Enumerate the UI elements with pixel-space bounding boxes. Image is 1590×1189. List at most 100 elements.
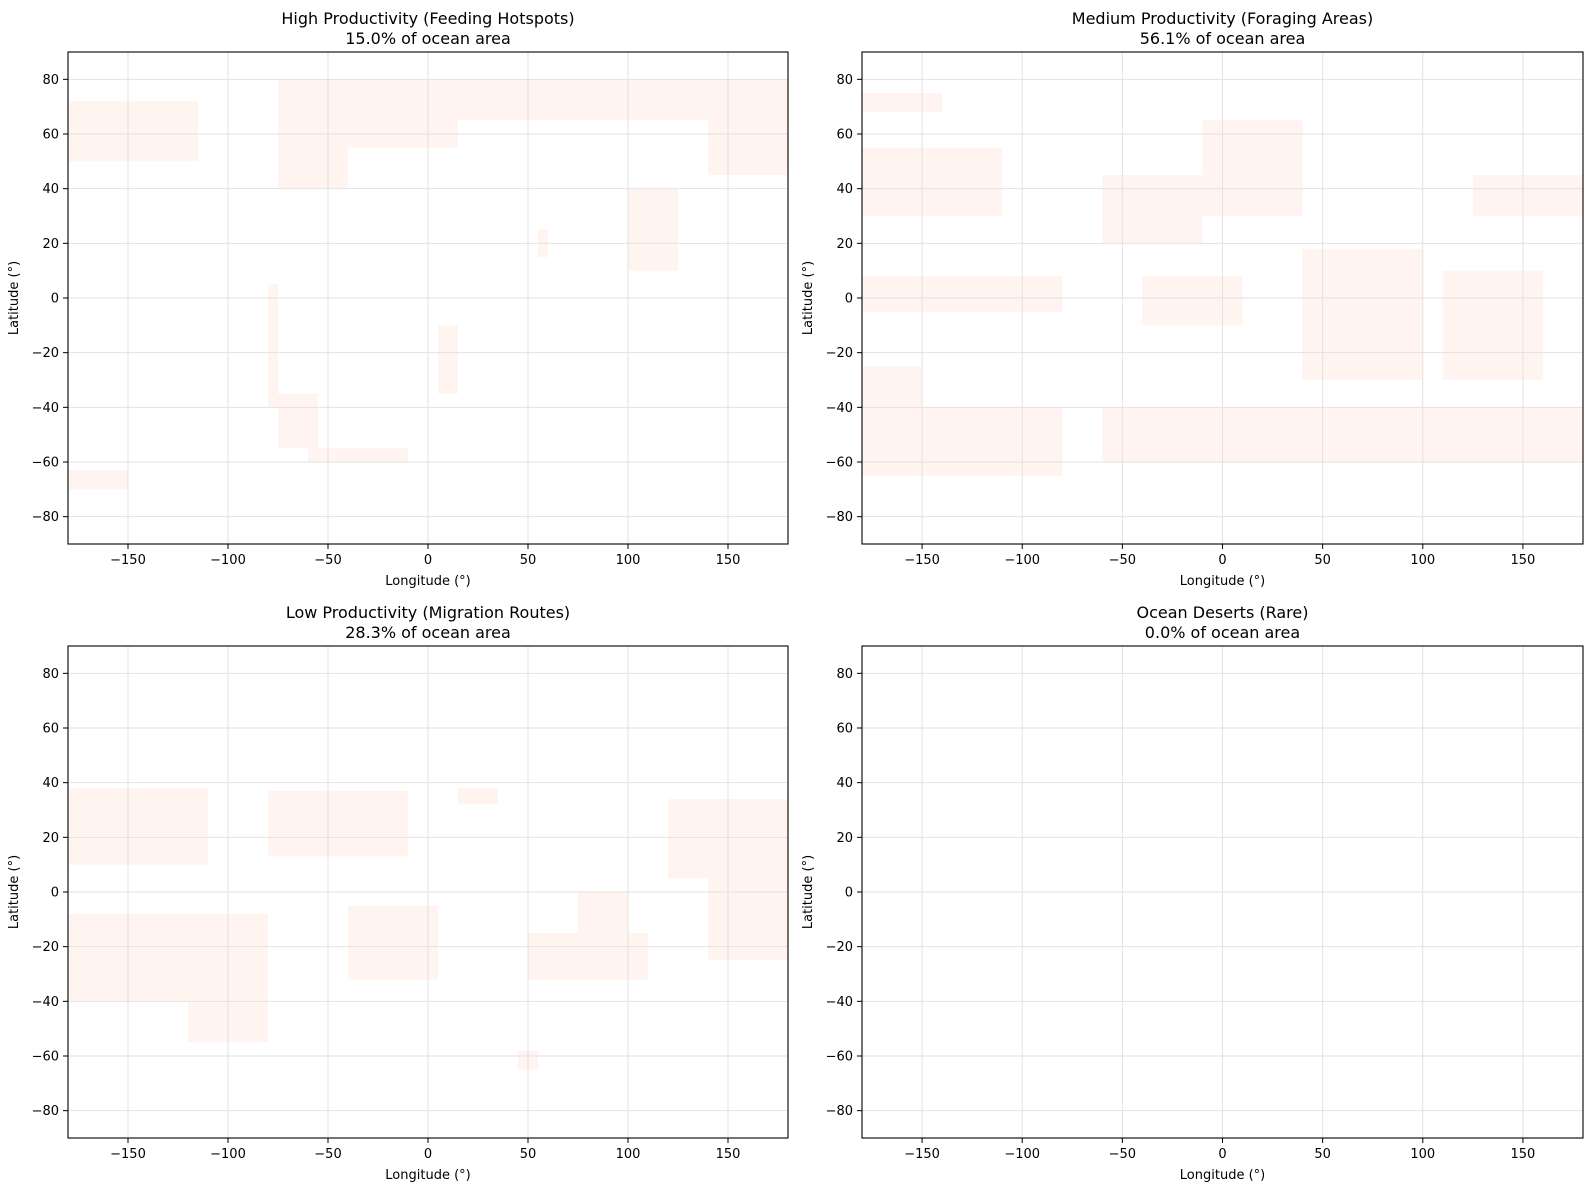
productivity-region (268, 284, 278, 408)
y-tick-label: −60 (32, 456, 59, 471)
x-tick-label: 0 (1218, 1147, 1226, 1162)
panel-subtitle: 56.1% of ocean area (1140, 29, 1306, 48)
y-tick-label: 60 (836, 128, 853, 143)
y-tick-label: 80 (836, 667, 853, 682)
y-axis-label: Latitude (°) (7, 855, 22, 929)
panel-title: High Productivity (Feeding Hotspots) (281, 9, 574, 28)
x-tick-label: 0 (424, 553, 432, 568)
panel-title: Medium Productivity (Foraging Areas) (1072, 9, 1373, 28)
y-tick-label: 40 (836, 182, 853, 197)
panel-title: Low Productivity (Migration Routes) (286, 603, 570, 622)
y-tick-label: −40 (32, 401, 59, 416)
y-tick-label: 40 (42, 182, 59, 197)
y-tick-label: −20 (826, 346, 853, 361)
x-tick-label: 150 (1511, 1147, 1536, 1162)
y-tick-label: −20 (826, 940, 853, 955)
x-tick-label: −100 (210, 553, 246, 568)
productivity-region (68, 470, 128, 490)
y-axis-label: Latitude (°) (7, 261, 22, 335)
y-tick-label: 40 (836, 776, 853, 791)
x-tick-label: −100 (210, 1147, 246, 1162)
y-tick-label: −20 (32, 940, 59, 955)
productivity-region (268, 790, 408, 857)
panel-ocean-deserts: −150 −100 −50 0 50 100 150 −80 −60 −40 −20 0 20 40 60 8… (801, 603, 1584, 1183)
productivity-region (862, 93, 943, 113)
y-tick-label: 60 (42, 128, 59, 143)
y-tick-label: 0 (845, 292, 853, 307)
y-tick-label: 0 (51, 886, 59, 901)
productivity-region (458, 788, 498, 805)
x-tick-label: −150 (904, 553, 940, 568)
y-tick-label: −80 (826, 510, 853, 525)
y-axis-label: Latitude (°) (801, 855, 816, 929)
y-tick-label: −40 (32, 995, 59, 1010)
productivity-region (708, 120, 788, 175)
productivity-region (708, 878, 788, 961)
x-tick-label: −50 (314, 553, 341, 568)
x-tick-label: −50 (314, 1147, 341, 1162)
plot-area: −150 −100 −50 0 50 100 150 −80 −60 −40 −20 0 20 40 60 8… (826, 645, 1584, 1162)
productivity-region (628, 188, 678, 271)
productivity-region (528, 933, 648, 980)
panel-high-productivity: −150 −100 −50 0 50 100 150 −80 −60 −40 −20 0 20 40 60 8… (7, 9, 789, 589)
y-tick-label: 0 (51, 292, 59, 307)
productivity-region (278, 393, 318, 449)
x-tick-label: −50 (1109, 553, 1136, 568)
y-tick-label: 60 (836, 722, 853, 737)
panel-subtitle: 28.3% of ocean area (345, 623, 511, 642)
productivity-region (68, 788, 208, 865)
x-tick-label: 150 (1511, 553, 1536, 568)
x-tick-label: 50 (520, 1147, 537, 1162)
y-tick-label: −80 (32, 1104, 59, 1119)
productivity-region (1202, 120, 1303, 216)
productivity-region (862, 147, 1003, 216)
y-tick-label: 20 (836, 237, 853, 252)
productivity-region (1142, 276, 1243, 326)
y-tick-label: 80 (42, 667, 59, 682)
x-tick-label: 100 (616, 553, 641, 568)
x-tick-label: 100 (1410, 1147, 1435, 1162)
productivity-region (1102, 407, 1583, 462)
plot-area: −150 −100 −50 0 50 100 150 −80 −60 −40 −20 0 20 40 60 8… (32, 645, 789, 1162)
productivity-region (1302, 248, 1423, 380)
x-tick-label: −150 (904, 1147, 940, 1162)
productivity-region (68, 101, 198, 162)
productivity-region (1472, 175, 1583, 216)
y-tick-label: −60 (32, 1050, 59, 1065)
productivity-region (1102, 175, 1203, 244)
y-axis-label: Latitude (°) (801, 261, 816, 335)
y-tick-label: −40 (826, 995, 853, 1010)
x-tick-label: 150 (716, 553, 741, 568)
x-tick-label: 100 (1410, 553, 1435, 568)
y-tick-label: 20 (42, 831, 59, 846)
y-tick-label: 80 (836, 73, 853, 88)
y-tick-label: 20 (42, 237, 59, 252)
productivity-region (308, 448, 408, 462)
x-tick-label: 100 (616, 1147, 641, 1162)
x-axis-label: Longitude (°) (1180, 574, 1265, 589)
y-tick-label: 60 (42, 722, 59, 737)
plot-area: −150 −100 −50 0 50 100 150 −80 −60 −40 −20 0 20 40 60 8… (826, 51, 1584, 568)
x-tick-label: −150 (110, 1147, 146, 1162)
x-tick-label: −150 (110, 553, 146, 568)
productivity-region (438, 325, 458, 394)
y-tick-label: 40 (42, 776, 59, 791)
y-tick-label: −20 (32, 346, 59, 361)
panel-medium-productivity: −150 −100 −50 0 50 100 150 −80 −60 −40 −20 0 20 40 60 8… (801, 9, 1584, 589)
productivity-region (1442, 270, 1543, 380)
productivity-region (68, 913, 268, 1002)
panel-subtitle: 0.0% of ocean area (1145, 623, 1300, 642)
y-tick-label: −80 (826, 1104, 853, 1119)
y-tick-label: 80 (42, 73, 59, 88)
productivity-region (348, 905, 438, 980)
panel-subtitle: 15.0% of ocean area (345, 29, 511, 48)
x-axis-label: Longitude (°) (385, 574, 470, 589)
x-axis-label: Longitude (°) (1180, 1168, 1265, 1183)
y-tick-label: 0 (845, 886, 853, 901)
panel-low-productivity: −150 −100 −50 0 50 100 150 −80 −60 −40 −20 0 20 40 60 8… (7, 603, 789, 1183)
x-tick-label: 50 (520, 553, 537, 568)
productivity-region (862, 407, 1063, 476)
x-tick-label: 0 (424, 1147, 432, 1162)
productivity-region (578, 892, 628, 933)
